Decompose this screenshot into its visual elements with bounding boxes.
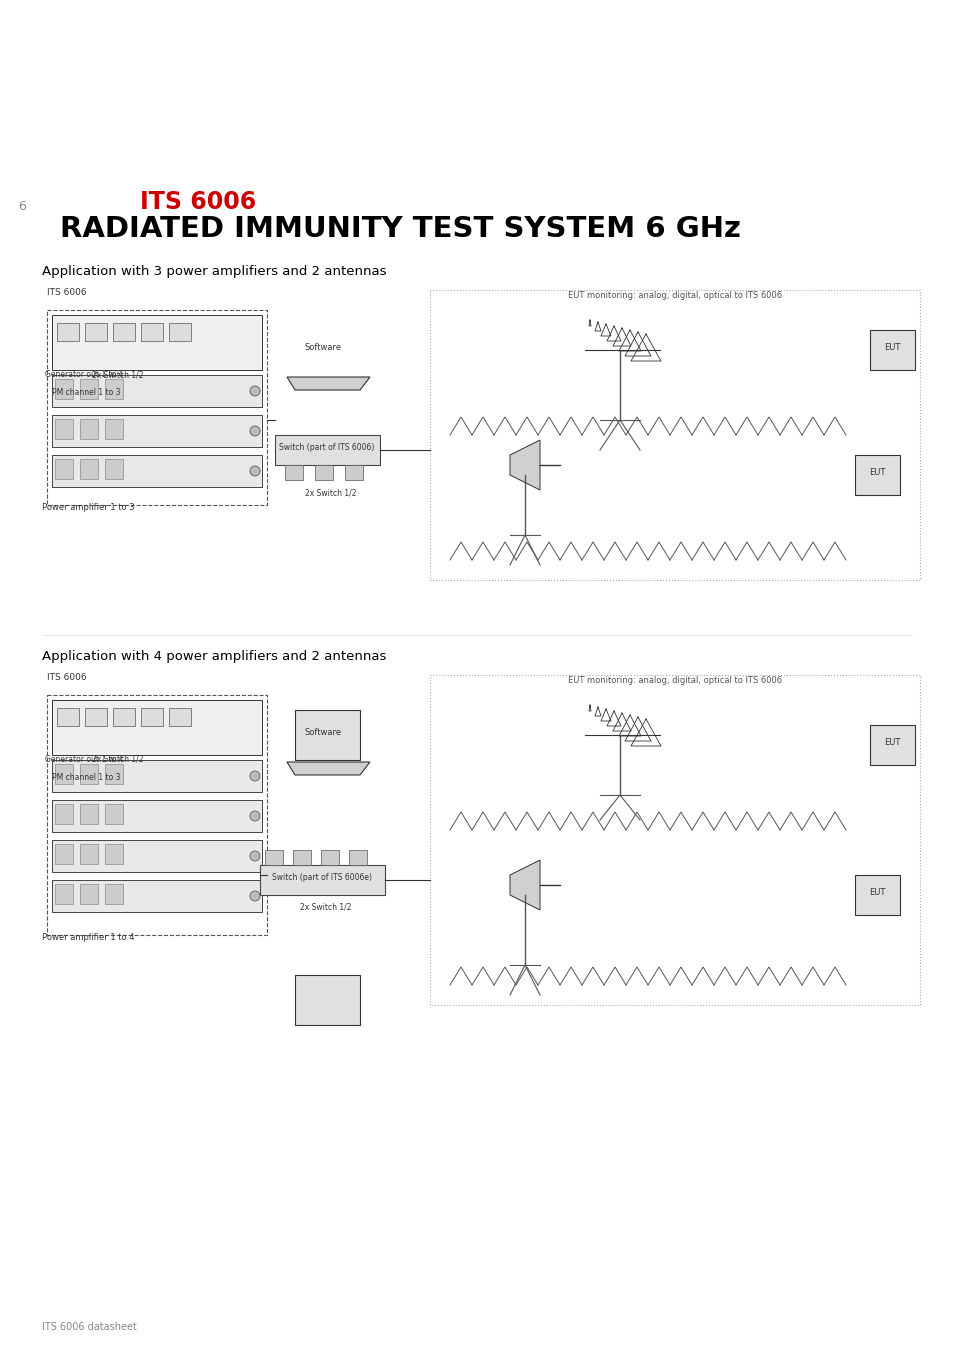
Text: EUT: EUT — [882, 343, 900, 352]
Polygon shape — [80, 805, 98, 823]
Text: Switch (part of ITS 6006): Switch (part of ITS 6006) — [279, 443, 375, 452]
Polygon shape — [52, 701, 262, 755]
Polygon shape — [141, 707, 163, 726]
Polygon shape — [141, 323, 163, 342]
Text: RADIATED IMMUNITY TEST SYSTEM 6 GHz: RADIATED IMMUNITY TEST SYSTEM 6 GHz — [60, 215, 740, 243]
Text: Switch (part of ITS 6006e): Switch (part of ITS 6006e) — [272, 873, 372, 882]
Polygon shape — [869, 725, 914, 765]
Polygon shape — [57, 323, 79, 342]
Circle shape — [250, 891, 260, 900]
Polygon shape — [52, 880, 262, 913]
Polygon shape — [105, 379, 123, 400]
Text: Software: Software — [305, 343, 342, 352]
Polygon shape — [287, 761, 370, 775]
Circle shape — [250, 771, 260, 782]
Polygon shape — [869, 329, 914, 370]
Text: ITS 6006: ITS 6006 — [140, 190, 256, 215]
Text: ITS 6006: ITS 6006 — [47, 288, 87, 297]
Polygon shape — [105, 764, 123, 784]
Polygon shape — [52, 760, 262, 792]
Text: ITS 6006: ITS 6006 — [47, 674, 87, 682]
Polygon shape — [349, 850, 367, 865]
Circle shape — [250, 427, 260, 436]
Polygon shape — [55, 884, 73, 904]
Polygon shape — [80, 764, 98, 784]
Text: EUT: EUT — [868, 888, 884, 896]
Text: PM channel 1 to 3: PM channel 1 to 3 — [52, 387, 120, 397]
Circle shape — [250, 386, 260, 396]
Polygon shape — [85, 323, 107, 342]
Polygon shape — [80, 884, 98, 904]
Text: PM channel 1 to 3: PM channel 1 to 3 — [52, 774, 120, 782]
Polygon shape — [52, 414, 262, 447]
Polygon shape — [55, 805, 73, 823]
Polygon shape — [52, 315, 262, 370]
Polygon shape — [55, 379, 73, 400]
Polygon shape — [80, 844, 98, 864]
Polygon shape — [854, 875, 899, 915]
Polygon shape — [105, 884, 123, 904]
Polygon shape — [265, 850, 283, 865]
Polygon shape — [510, 440, 539, 490]
Text: Software: Software — [305, 728, 342, 737]
Text: 2x Switch 1/2: 2x Switch 1/2 — [305, 487, 356, 497]
Polygon shape — [85, 707, 107, 726]
Polygon shape — [52, 455, 262, 487]
Polygon shape — [80, 418, 98, 439]
Polygon shape — [105, 418, 123, 439]
Text: Application with 4 power amplifiers and 2 antennas: Application with 4 power amplifiers and … — [42, 649, 386, 663]
Polygon shape — [112, 323, 135, 342]
Polygon shape — [52, 801, 262, 832]
Polygon shape — [510, 860, 539, 910]
Polygon shape — [294, 710, 359, 760]
Polygon shape — [52, 375, 262, 406]
Text: EUT: EUT — [882, 738, 900, 747]
Text: Power amplifier 1 to 4: Power amplifier 1 to 4 — [42, 933, 134, 942]
Polygon shape — [169, 323, 191, 342]
Text: Power amplifier 1 to 3: Power amplifier 1 to 3 — [42, 504, 134, 512]
Polygon shape — [57, 707, 79, 726]
Text: EUT monitoring: analog, digital, optical to ITS 6006: EUT monitoring: analog, digital, optical… — [567, 676, 781, 684]
Text: ITS 6006 datasheet: ITS 6006 datasheet — [42, 1322, 136, 1332]
Circle shape — [250, 466, 260, 477]
Polygon shape — [112, 707, 135, 726]
Text: 2x Switch 1/2: 2x Switch 1/2 — [299, 903, 351, 913]
Polygon shape — [105, 844, 123, 864]
Text: 6: 6 — [18, 200, 26, 213]
Polygon shape — [55, 418, 73, 439]
Text: EUT monitoring: analog, digital, optical to ITS 6006: EUT monitoring: analog, digital, optical… — [567, 292, 781, 300]
Text: Generator out 1 to 4: Generator out 1 to 4 — [45, 755, 123, 764]
Polygon shape — [55, 844, 73, 864]
Polygon shape — [345, 464, 363, 481]
Polygon shape — [55, 459, 73, 479]
Polygon shape — [314, 464, 333, 481]
Text: EUT: EUT — [868, 468, 884, 477]
Polygon shape — [169, 707, 191, 726]
Circle shape — [250, 850, 260, 861]
Text: Application with 3 power amplifiers and 2 antennas: Application with 3 power amplifiers and … — [42, 265, 386, 278]
Polygon shape — [55, 764, 73, 784]
Polygon shape — [105, 459, 123, 479]
Polygon shape — [274, 435, 379, 464]
Polygon shape — [80, 379, 98, 400]
Text: 2x Switch 1/2: 2x Switch 1/2 — [91, 370, 143, 379]
Polygon shape — [285, 464, 303, 481]
Polygon shape — [294, 975, 359, 1025]
Polygon shape — [287, 377, 370, 390]
Circle shape — [250, 811, 260, 821]
Polygon shape — [52, 840, 262, 872]
Polygon shape — [260, 865, 385, 895]
Polygon shape — [105, 805, 123, 823]
Text: 2x Switch 1/2: 2x Switch 1/2 — [91, 755, 143, 764]
Polygon shape — [320, 850, 338, 865]
Text: Generator out 1 to 4: Generator out 1 to 4 — [45, 370, 123, 379]
Polygon shape — [293, 850, 311, 865]
Polygon shape — [854, 455, 899, 495]
Polygon shape — [80, 459, 98, 479]
